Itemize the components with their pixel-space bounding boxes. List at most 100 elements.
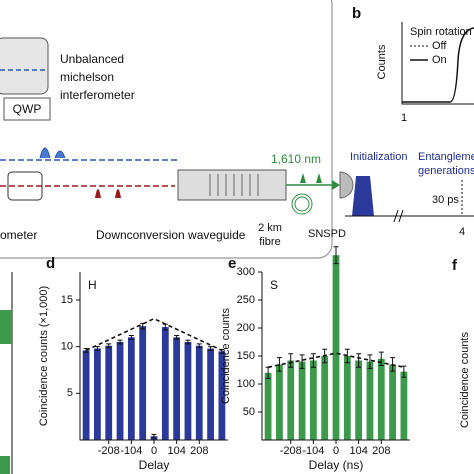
axis-break [393, 209, 404, 223]
sequence-label: Entangleme [418, 151, 474, 163]
qwp-label: QWP [13, 102, 42, 116]
error-bar [174, 334, 180, 340]
cropped-bar [0, 456, 10, 474]
y-tick-label: 50 [243, 406, 255, 418]
fit-line [267, 352, 405, 368]
bar [309, 360, 317, 440]
bar [127, 337, 135, 440]
y-axis-label: Coincidence counts (×1,000) [38, 286, 50, 426]
bar [264, 372, 272, 440]
interferometer-label: Unbalanced [60, 52, 124, 66]
panel-label: e [228, 255, 236, 272]
x-tick-label: -104 [302, 445, 324, 457]
component [7, 171, 43, 201]
bar [184, 342, 192, 440]
error-bar [299, 354, 305, 369]
error-bar [276, 357, 282, 372]
panel-title: S [270, 278, 278, 292]
error-bar [367, 354, 373, 369]
cropped-bar [0, 310, 12, 344]
bar [173, 337, 181, 440]
x-tick-label: -208 [98, 445, 120, 457]
bar [355, 360, 363, 440]
y-axis-label: Counts [376, 44, 388, 79]
panel-label: f [452, 257, 458, 274]
x-axis-label: Delay [139, 458, 170, 472]
error-bar [106, 343, 112, 349]
bar [94, 348, 101, 440]
y-axis-label: Coincidence counts [459, 332, 471, 429]
bar [287, 360, 295, 440]
curve [402, 27, 474, 103]
grating [209, 174, 259, 196]
y-tick-label: 100 [237, 378, 255, 390]
x-tick-label: 104 [167, 445, 185, 457]
bar [400, 371, 408, 440]
bar [139, 326, 147, 440]
bar [377, 358, 385, 440]
error-bar [83, 348, 89, 353]
interferometer-label: michelson [60, 70, 114, 84]
y-tick-label: 200 [237, 322, 255, 334]
error-bar [208, 346, 214, 351]
bar [343, 356, 351, 440]
bar [195, 345, 203, 440]
bar [298, 361, 306, 440]
detector-label: SNSPD [308, 228, 346, 240]
x-axis-label: Delay (ns) [309, 458, 364, 472]
arrow [332, 180, 340, 190]
legend-entry: Off [432, 40, 447, 52]
x-tick-label: -104 [120, 445, 142, 457]
fit-line [85, 317, 223, 352]
bar [276, 364, 283, 440]
x-tick-label: 0 [151, 445, 157, 457]
bar [207, 348, 214, 440]
interferometer-label: interferometer [60, 88, 135, 102]
waveguide-label: Downconversion waveguide [96, 228, 246, 242]
bar [366, 361, 374, 440]
legend-title: Spin rotation [410, 26, 472, 38]
y-tick-label: 300 [237, 266, 255, 278]
delay-label: 30 ps [432, 194, 459, 206]
y-tick-label: 5 [67, 387, 73, 399]
error-bar [356, 353, 362, 368]
y-axis-label: Coincidence counts [220, 308, 232, 405]
bar [116, 342, 124, 440]
bar [82, 350, 90, 440]
fibre-label: 2 km [258, 222, 282, 234]
detector [339, 171, 354, 199]
bar [218, 351, 226, 440]
y-tick-label: 15 [61, 294, 73, 306]
error-bar [310, 353, 316, 368]
bar [389, 364, 396, 440]
pulse [352, 176, 374, 216]
error-bar [117, 339, 123, 345]
x-tick-label: 104 [349, 445, 367, 457]
sequence-label: generations [418, 165, 474, 177]
x-tick-label: 208 [190, 445, 208, 457]
pulses [39, 147, 66, 159]
x-tick-label: -208 [280, 445, 302, 457]
wavelength-label: 1,610 nm [271, 152, 321, 166]
bar [321, 356, 329, 440]
panel-label: d [46, 255, 55, 272]
y-tick-label: 150 [237, 350, 255, 362]
axes [79, 272, 228, 441]
bar [161, 327, 169, 440]
panel-label: b [352, 5, 361, 22]
bar [105, 345, 113, 440]
panel-title: H [88, 278, 97, 292]
waveguide [177, 169, 287, 201]
fibre-label: fibre [259, 236, 280, 248]
error-bar [128, 334, 134, 340]
y-tick-label: 10 [61, 341, 73, 353]
fibre-coil [294, 196, 310, 212]
sequence-label: Initialization [350, 151, 407, 163]
error-bar [333, 246, 339, 265]
tick-label: 4 [459, 226, 465, 238]
y-tick-label: 250 [237, 294, 255, 306]
interferometer-box [0, 37, 49, 95]
bar [332, 255, 340, 440]
fibre-coil [291, 193, 313, 215]
